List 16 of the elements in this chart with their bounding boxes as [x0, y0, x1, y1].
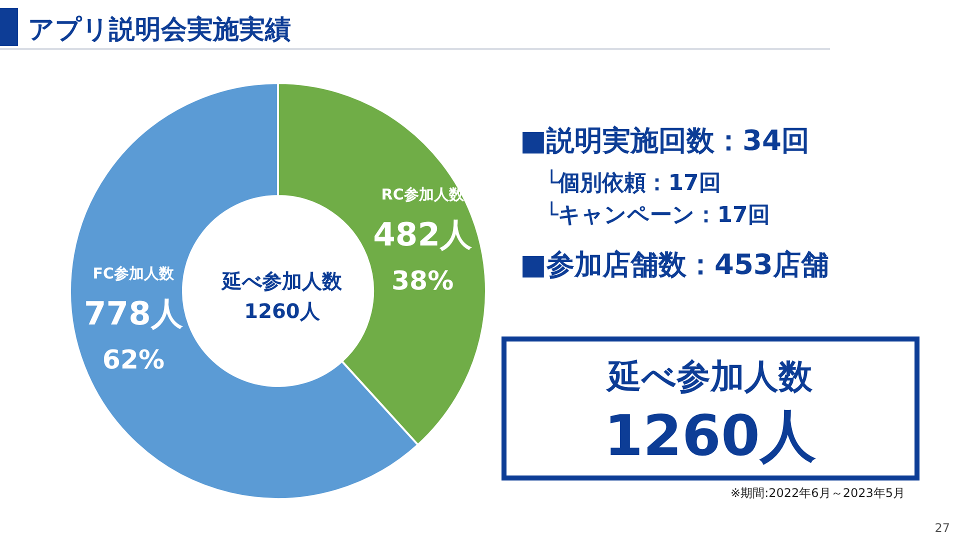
- text: 1260人: [244, 299, 321, 323]
- text: 62%: [102, 346, 165, 376]
- text: ※期間:2022年6月～2023年5月: [730, 486, 905, 500]
- text: 1260人: [604, 404, 816, 469]
- text: ■説明実施回数：34回: [520, 124, 810, 157]
- chart-title: アプリ説明会実施実績: [28, 15, 291, 45]
- text: └個別依頼：17回: [545, 169, 721, 196]
- text: └キャンペーン：17回: [545, 201, 770, 228]
- text: ■参加店舗数：453店舗: [520, 248, 829, 281]
- text: 38%: [391, 266, 454, 296]
- data-label: 482人: [373, 215, 473, 254]
- text: 延べ参加人数: [220, 269, 343, 293]
- data-label: 778人: [84, 294, 184, 333]
- text: 延べ参加人数: [606, 357, 814, 397]
- text: 27: [934, 521, 950, 535]
- slice-label: FC参加人数: [92, 264, 176, 283]
